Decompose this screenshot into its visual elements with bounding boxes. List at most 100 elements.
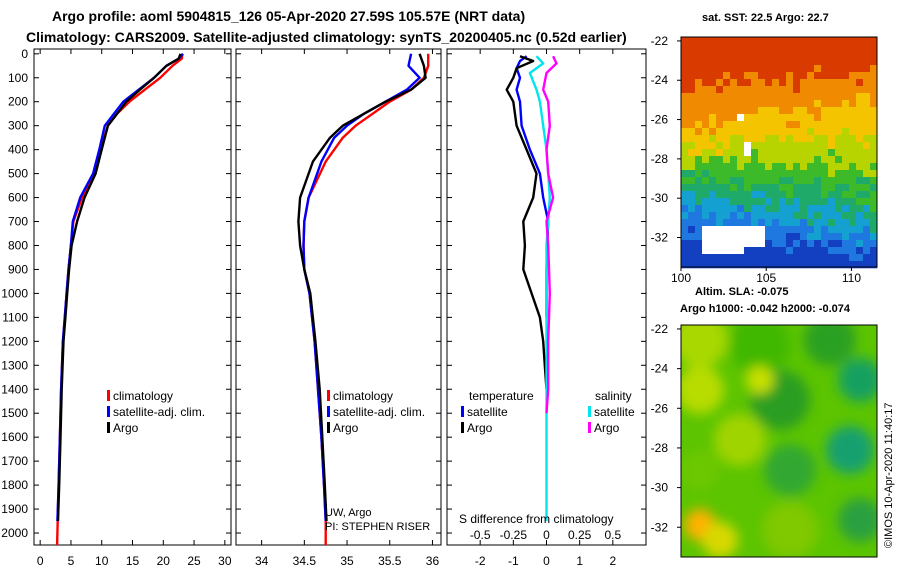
sst-cell xyxy=(702,93,710,101)
legend-swatch-temp-satellite xyxy=(461,406,464,417)
sst-cell xyxy=(772,128,780,136)
sst-cell xyxy=(828,184,836,192)
sst-cell xyxy=(709,128,717,136)
sst-cell xyxy=(716,128,724,136)
sst-cell xyxy=(730,261,738,269)
sst-cell xyxy=(849,72,857,80)
secondary-tick-label: -0.5 xyxy=(470,528,491,542)
sst-cell xyxy=(723,93,731,101)
legend-swatch-argo xyxy=(327,422,330,433)
sst-cell xyxy=(807,79,815,87)
sst-cell xyxy=(870,240,878,248)
sst-cell xyxy=(842,93,850,101)
sst-cell xyxy=(702,121,710,129)
sst-cell xyxy=(779,142,787,150)
sst-cell xyxy=(737,65,745,73)
x-tick-label: 5 xyxy=(68,554,75,568)
sst-cell xyxy=(758,142,766,150)
x-tick-label: 34 xyxy=(255,554,269,568)
sst-cell xyxy=(737,219,745,227)
sst-cell xyxy=(751,51,759,59)
sla-blob xyxy=(804,325,856,366)
sst-cell xyxy=(821,44,829,52)
sst-cell xyxy=(723,121,731,129)
sst-cell xyxy=(723,254,731,262)
sst-cell xyxy=(772,205,780,213)
sst-cell xyxy=(842,219,850,227)
sst-cell xyxy=(709,107,717,115)
sst-cell xyxy=(779,233,787,241)
sst-cell xyxy=(765,107,773,115)
sst-cell xyxy=(779,121,787,129)
sst-cell xyxy=(800,79,808,87)
sst-cell xyxy=(681,44,689,52)
sla-blob xyxy=(826,426,874,474)
map-y-tick-label: -26 xyxy=(651,113,669,127)
sst-cell xyxy=(863,191,871,199)
sst-cell xyxy=(793,163,801,171)
sst-cell xyxy=(751,79,759,87)
sst-cell xyxy=(779,51,787,59)
sst-cell xyxy=(779,226,787,234)
sst-cell xyxy=(870,72,878,80)
sst-cell xyxy=(807,177,815,185)
sst-cell xyxy=(793,233,801,241)
sst-cell xyxy=(681,177,689,185)
sst-cell xyxy=(695,149,703,157)
sst-cell xyxy=(716,247,724,255)
sst-cell xyxy=(800,72,808,80)
sst-cell xyxy=(800,149,808,157)
sst-cell xyxy=(807,135,815,143)
sst-cell xyxy=(863,107,871,115)
sst-cell xyxy=(793,107,801,115)
sst-cell xyxy=(779,184,787,192)
sst-cell xyxy=(723,240,731,248)
sst-cell xyxy=(758,121,766,129)
y-tick-label: 1800 xyxy=(1,478,28,492)
sst-cell xyxy=(863,261,871,269)
x-tick-label: 1 xyxy=(576,554,583,568)
sst-cell xyxy=(730,86,738,94)
sst-cell xyxy=(821,226,829,234)
sst-cell xyxy=(744,135,752,143)
sst-cell xyxy=(772,254,780,262)
sst-cell xyxy=(702,114,710,122)
sst-cell xyxy=(709,72,717,80)
sst-cell xyxy=(849,205,857,213)
sla-map: Altim. SLA: -0.075 Argo h1000: -0.042 h2… xyxy=(651,286,878,558)
sst-map-axis: -22 -24 -26 -28 -30 -32 100 105 110 xyxy=(651,34,862,285)
sst-cell xyxy=(723,142,731,150)
sst-cell xyxy=(744,163,752,171)
sst-cell xyxy=(800,198,808,206)
sst-cell xyxy=(793,219,801,227)
sst-cell xyxy=(814,72,822,80)
sst-cell xyxy=(842,142,850,150)
sst-cell xyxy=(828,114,836,122)
sst-cell xyxy=(828,219,836,227)
sst-cell xyxy=(737,86,745,94)
map-x-tick-label: 105 xyxy=(756,271,776,285)
sst-cell xyxy=(842,51,850,59)
sst-cell xyxy=(688,107,696,115)
sst-cell xyxy=(821,170,829,178)
sst-cell xyxy=(737,135,745,143)
map-y-tick-label: -32 xyxy=(651,231,669,245)
sst-cell xyxy=(807,198,815,206)
sst-cell xyxy=(821,65,829,73)
y-tick-label: 1100 xyxy=(2,310,28,324)
sst-cell xyxy=(765,86,773,94)
sst-cell xyxy=(786,100,794,108)
sst-cell xyxy=(709,261,717,269)
legend-label-argo: Argo xyxy=(333,421,359,435)
sst-cell xyxy=(807,205,815,213)
sst-cell xyxy=(737,170,745,178)
y-tick-label: 1900 xyxy=(1,502,28,516)
sst-cell xyxy=(779,240,787,248)
sst-cell xyxy=(814,121,822,129)
sst-cell xyxy=(730,226,738,234)
map-y-tick-label: -28 xyxy=(651,441,669,455)
sst-cell xyxy=(716,233,724,241)
legend-label-climatology: climatology xyxy=(113,389,173,403)
sst-cell xyxy=(737,198,745,206)
